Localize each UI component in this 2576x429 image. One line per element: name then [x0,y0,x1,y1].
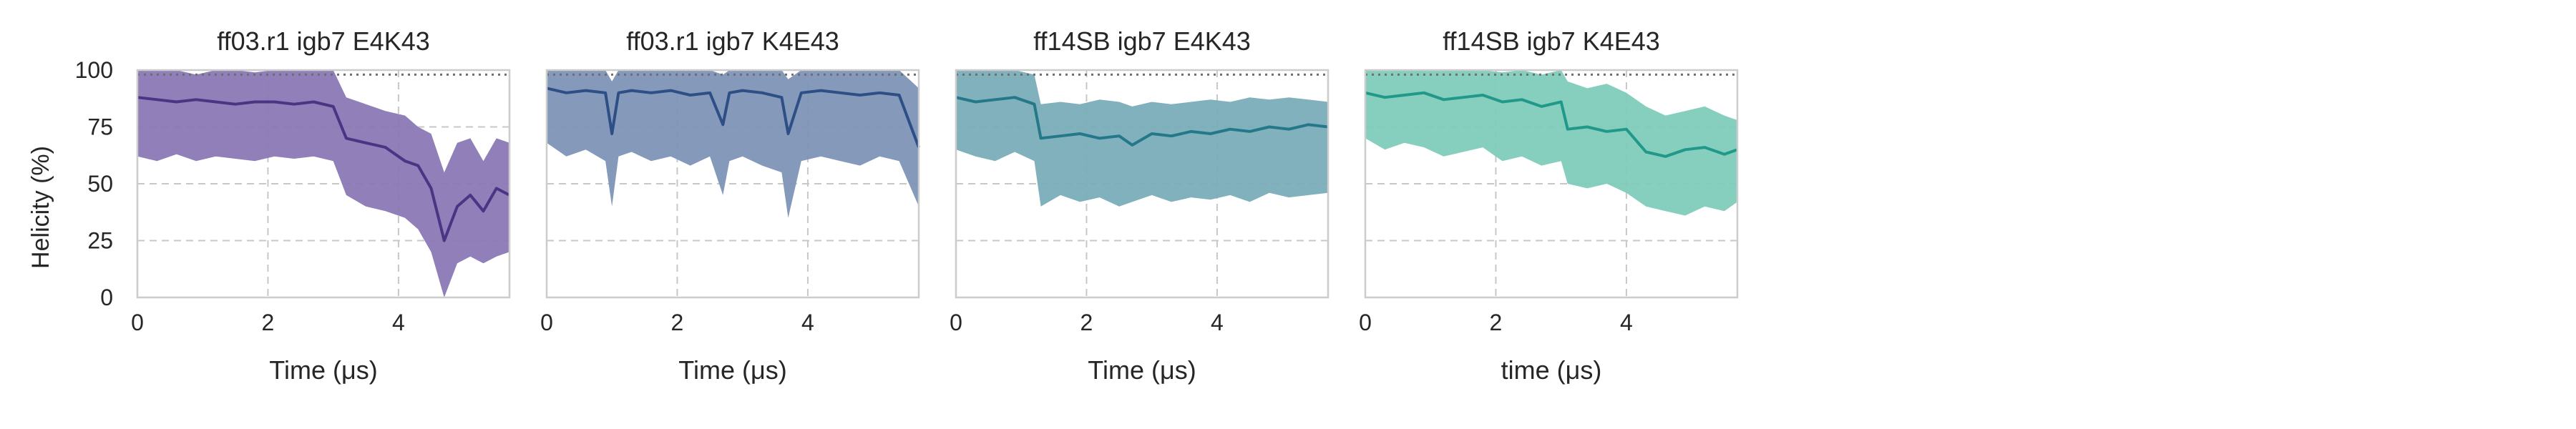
axes-frame [545,69,920,299]
panel-title: ff03.r1 igb7 E4K43 [217,26,430,56]
x-tick-label: 2 [671,310,684,335]
helicity-mean-line [955,96,1329,147]
panel-4: 0 2 4 ff14SB igb7 K4E43 time (μs) [1359,26,1739,385]
x-tick-label: 0 [540,310,553,335]
axes-frame [136,69,511,299]
panel-title: ff03.r1 igb7 K4E43 [626,26,839,56]
x-tick-label: 2 [1490,310,1503,335]
helicity-band [547,70,919,218]
panel-1: 0 2 4 0 25 50 75 100 ff03.r1 igb7 E4K43 Time (μs) [75,26,511,385]
x-tick-label: 0 [950,310,962,335]
x-tick-label: 2 [1080,310,1093,335]
helicity-mean-line [546,87,920,148]
x-tick-label: 4 [1211,310,1224,335]
helicity-mean-line [137,96,510,242]
x-tick-label: 4 [392,310,405,335]
y-tick-label: 25 [87,228,113,254]
x-axis-label: Time (μs) [1088,355,1196,385]
axes-frame [1364,69,1739,299]
panels: 0 2 4 0 25 50 75 100 ff03.r1 igb7 E4K43 Time (μs)… [75,26,1739,385]
figure-ylabel: Helicity (%) [27,146,54,269]
y-tick-label: 0 [100,285,113,310]
x-axis-label: Time (μs) [678,355,786,385]
x-axis-label: Time (μs) [269,355,377,385]
helicity-band [137,70,509,297]
x-tick-label: 4 [1620,310,1633,335]
helicity-band [1365,70,1737,216]
y-tick-label: 100 [75,57,113,83]
x-tick-label: 4 [801,310,814,335]
axes-frame [955,69,1330,299]
panel-3: 0 2 4 ff14SB igb7 E4K43 Time (μs) [950,26,1330,385]
panel-title: ff14SB igb7 E4K43 [1033,26,1251,56]
x-axis-label: time (μs) [1501,355,1602,385]
y-tick-label: 50 [87,171,113,197]
x-tick-label: 0 [131,310,144,335]
panel-title: ff14SB igb7 K4E43 [1443,26,1660,56]
y-tick-label: 75 [87,114,113,140]
panel-2: 0 2 4 ff03.r1 igb7 K4E43 Time (μs) [540,26,920,385]
x-tick-label: 2 [262,310,275,335]
x-tick-label: 0 [1359,310,1372,335]
helicity-mean-line [1365,91,1738,158]
